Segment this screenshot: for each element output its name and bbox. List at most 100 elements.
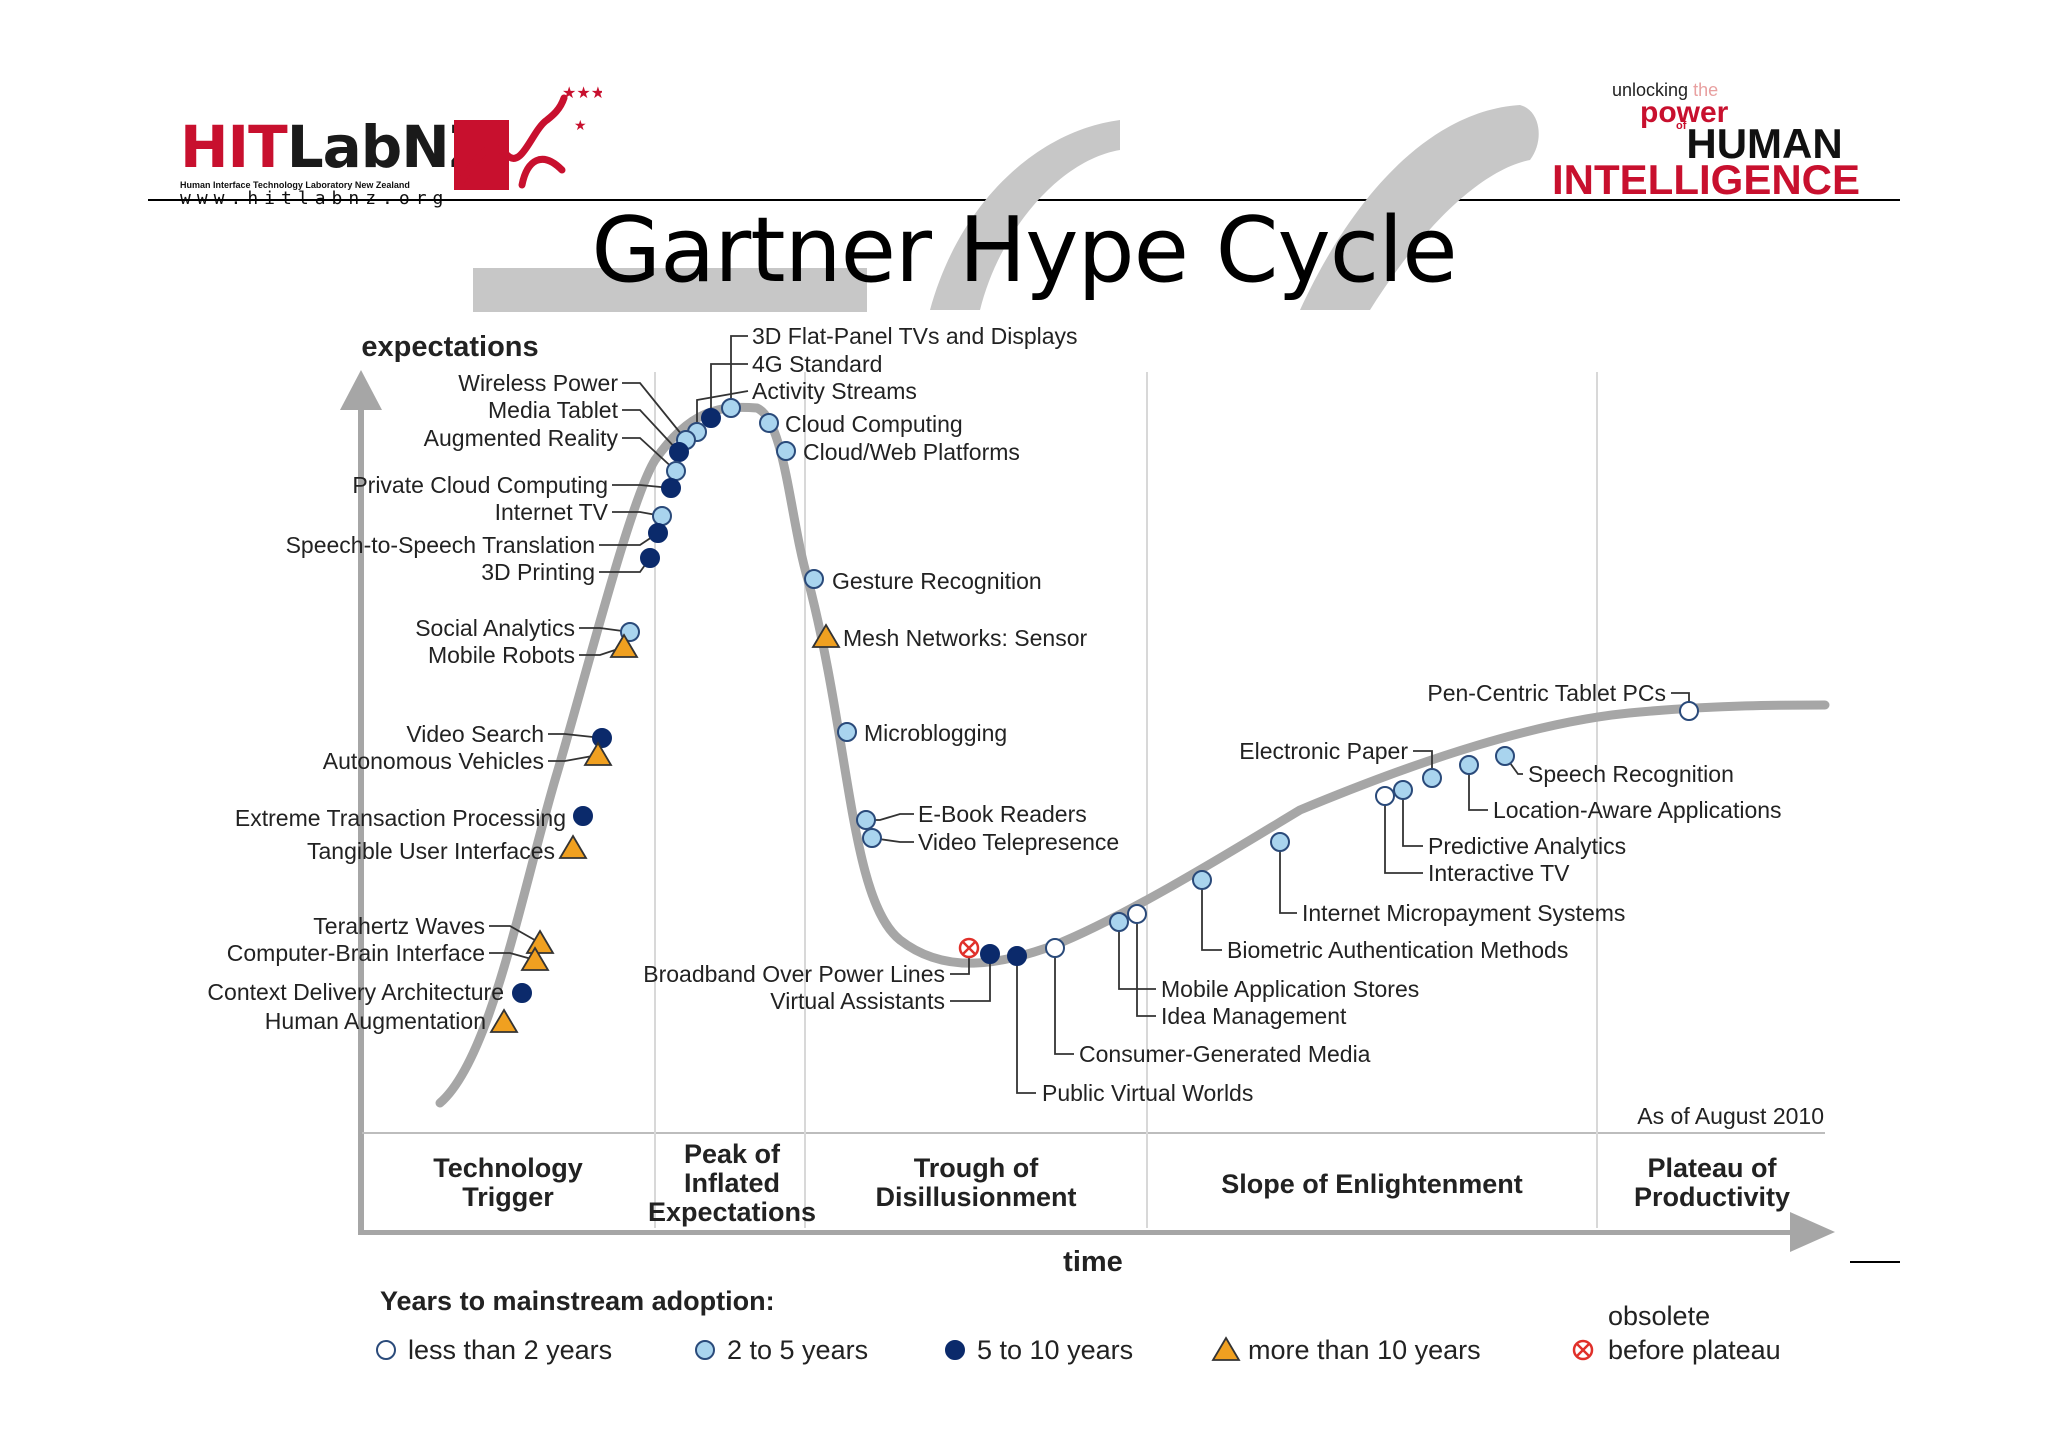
marker-location-aware-applications xyxy=(1459,755,1479,775)
label-speech-to-speech-translation: Speech-to-Speech Translation xyxy=(286,532,595,558)
label-social-analytics: Social Analytics xyxy=(415,615,575,641)
logo-url: www.hitlabnz.org xyxy=(180,188,450,209)
label-mesh-networks-sensor: Mesh Networks: Sensor xyxy=(843,625,1087,651)
phase-label-2-line-2: Inflated xyxy=(684,1168,780,1198)
label-mobile-application-stores: Mobile Application Stores xyxy=(1161,976,1419,1002)
marker-speech-to-speech-translation xyxy=(648,523,668,543)
x-axis-label: time xyxy=(1063,1246,1123,1278)
marker-3d-printing xyxy=(640,548,660,568)
legend-marker-obs-x2 xyxy=(1576,1343,1590,1357)
leader-public-virtual-worlds xyxy=(1016,956,1036,1094)
label-broadband-over-power-lines: Broadband Over Power Lines xyxy=(643,961,945,987)
marker-e-book-readers xyxy=(856,810,876,830)
legend-marker-2to5 xyxy=(695,1340,715,1360)
label-gesture-recognition: Gesture Recognition xyxy=(832,568,1042,594)
label-video-telepresence: Video Telepresence xyxy=(918,829,1119,855)
y-axis-line xyxy=(358,400,364,1230)
logo-intelligence: INTELLIGENCE xyxy=(1552,156,1861,203)
label-electronic-paper: Electronic Paper xyxy=(1239,738,1408,764)
label-context-delivery-architecture: Context Delivery Architecture xyxy=(207,979,504,1005)
leader-autonomous-vehicles xyxy=(548,754,599,762)
legend-marker-obs xyxy=(1572,1339,1594,1361)
marker-context-delivery-architecture xyxy=(512,983,532,1003)
marker-private-cloud-computing xyxy=(661,478,681,498)
label-pen-centric-tablet-pcs: Pen-Centric Tablet PCs xyxy=(1427,680,1666,706)
marker-computer-brain-interface xyxy=(520,946,550,971)
label-public-virtual-worlds: Public Virtual Worlds xyxy=(1042,1080,1253,1106)
label-consumer-generated-media: Consumer-Generated Media xyxy=(1079,1041,1371,1067)
svg-text:★★★: ★★★ xyxy=(562,83,602,102)
marker-terahertz-waves xyxy=(525,929,555,954)
label-cloud-computing: Cloud Computing xyxy=(785,411,963,437)
label-private-cloud-computing: Private Cloud Computing xyxy=(352,472,608,498)
legend-marker-5to10 xyxy=(945,1340,965,1360)
marker-extreme-transaction-processing xyxy=(573,806,593,826)
phase-label-4-line-1: Slope of Enlightenment xyxy=(1221,1169,1523,1199)
legend-label-obs-line1: obsolete xyxy=(1608,1301,1710,1331)
x-axis-line xyxy=(358,1230,1828,1235)
decorative-swoosh xyxy=(473,105,1539,312)
leader-social-analytics xyxy=(579,627,631,633)
marker-3d-flat-panel-tvs-and-displays xyxy=(721,398,741,418)
leader-terahertz-waves xyxy=(489,925,541,944)
label-3d-printing: 3D Printing xyxy=(481,559,595,585)
leader-virtual-assistants xyxy=(950,954,991,1002)
marker-public-virtual-worlds xyxy=(1007,946,1027,966)
marker-mesh-networks-sensor xyxy=(811,623,841,648)
label-4g-standard: 4G Standard xyxy=(752,351,882,377)
label-human-augmentation: Human Augmentation xyxy=(265,1008,486,1034)
leader-media-tablet xyxy=(622,409,680,453)
label-mobile-robots: Mobile Robots xyxy=(428,642,575,668)
marker-virtual-assistants xyxy=(980,944,1000,964)
legend-label-gt10: more than 10 years xyxy=(1248,1335,1481,1365)
phase-label-5-line-1: Plateau of xyxy=(1647,1153,1777,1183)
marker-video-search xyxy=(592,728,612,748)
phase-label-5-line-2: Productivity xyxy=(1634,1182,1790,1212)
x-axis-arrow xyxy=(1790,1212,1835,1252)
marker-electronic-paper xyxy=(1422,768,1442,788)
label-internet-tv: Internet TV xyxy=(495,499,609,525)
phase-label-2-line-1: Peak of xyxy=(684,1139,781,1169)
legend-marker-lt2 xyxy=(376,1340,396,1360)
leader-wireless-power xyxy=(622,382,687,441)
phase-label-2-line-3: Expectations xyxy=(648,1197,816,1227)
legend-label-obs-line2: before plateau xyxy=(1608,1335,1781,1365)
marker-cloud-web-platforms xyxy=(776,441,796,461)
marker-cloud-computing xyxy=(759,413,779,433)
marker-media-tablet xyxy=(669,442,689,462)
legend-marker-gt10 xyxy=(1211,1336,1241,1361)
marker-autonomous-vehicles xyxy=(583,741,613,766)
y-axis-label: expectations xyxy=(361,331,538,363)
phase-label-1-line-2: Trigger xyxy=(462,1182,554,1212)
marker-consumer-generated-media xyxy=(1045,938,1065,958)
label-microblogging: Microblogging xyxy=(864,720,1007,746)
label-autonomous-vehicles: Autonomous Vehicles xyxy=(323,748,544,774)
marker-biometric-authentication-methods xyxy=(1192,870,1212,890)
logo-human: HUMAN xyxy=(1686,120,1843,167)
leader-video-search xyxy=(548,733,603,739)
label-augmented-reality: Augmented Reality xyxy=(424,425,619,451)
phase-label-3: Trough of Disillusionment xyxy=(875,1153,1076,1212)
label-tangible-user-interfaces: Tangible User Interfaces xyxy=(307,838,555,864)
leader-mobile-application-stores xyxy=(1118,922,1156,990)
label-video-search: Video Search xyxy=(406,721,544,747)
legend-label-lt2: less than 2 years xyxy=(408,1335,612,1365)
label-virtual-assistants: Virtual Assistants xyxy=(770,988,945,1014)
logo-unlocking: unlocking xyxy=(1612,80,1689,100)
marker-broadband-over-power-lines xyxy=(958,937,980,959)
marker-idea-management xyxy=(1127,904,1147,924)
logo-tagline: Human Interface Technology Laboratory Ne… xyxy=(180,180,410,190)
marker-interactive-tv xyxy=(1375,786,1395,806)
phase-label-3-line-1: Trough of xyxy=(914,1153,1039,1183)
marker-internet-micropayment-systems xyxy=(1270,832,1290,852)
hype-curve xyxy=(435,402,1830,1108)
marker-broadband-over-power-lines-x2 xyxy=(962,941,976,955)
phase-label-5: Plateau of Productivity xyxy=(1634,1153,1790,1212)
marker-tangible-user-interfaces xyxy=(558,834,588,859)
label-cloud-web-platforms: Cloud/Web Platforms xyxy=(803,439,1020,465)
phase-label-4: Slope of Enlightenment xyxy=(1221,1169,1523,1199)
leader-interactive-tv xyxy=(1384,796,1423,874)
